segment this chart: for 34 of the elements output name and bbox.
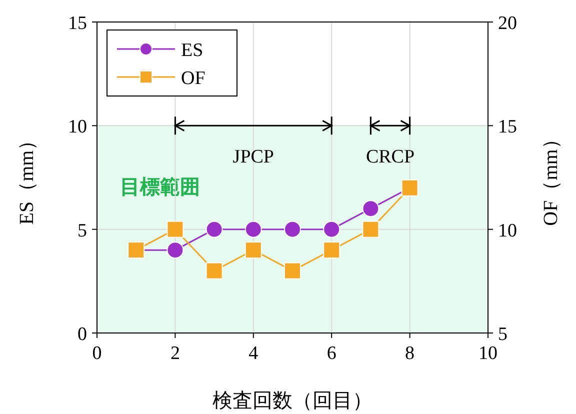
y-tick-label: 0 — [78, 324, 87, 345]
point — [362, 220, 380, 238]
y2-tick-label: 10 — [498, 220, 517, 242]
legend-label: OF — [181, 68, 206, 89]
y2-axis-title: OF（mm） — [540, 129, 562, 226]
annotation: CRCP — [366, 146, 415, 168]
x-tick-label: 0 — [92, 343, 102, 364]
y2-tick-label: 15 — [498, 116, 517, 138]
point — [166, 242, 184, 259]
point — [166, 220, 184, 238]
point — [284, 220, 301, 238]
y-tick-label: 15 — [68, 13, 87, 34]
point — [284, 262, 301, 280]
point — [206, 220, 223, 238]
point — [244, 242, 262, 259]
point — [244, 220, 262, 238]
x-axis-title: 検査回数（回目） — [212, 390, 372, 412]
x-tick-label: 8 — [405, 343, 415, 364]
y-axis-title: ES（mm） — [16, 130, 38, 225]
y2-tick-label: 5 — [498, 324, 508, 345]
point — [206, 262, 223, 280]
point — [323, 220, 340, 238]
legend-label: ES — [181, 40, 204, 61]
x-tick-label: 4 — [248, 343, 259, 364]
x-tick-label: 2 — [170, 343, 180, 364]
y-tick-label: 10 — [68, 116, 87, 138]
y2-tick-label: 20 — [498, 13, 517, 34]
x-tick-label: 10 — [478, 343, 498, 364]
annotation: JPCP — [232, 146, 274, 168]
band-label: 目標範囲 — [120, 176, 200, 199]
point — [362, 200, 380, 218]
x-tick-label: 6 — [326, 343, 336, 364]
point — [323, 242, 340, 259]
y-tick-label: 5 — [78, 220, 87, 242]
